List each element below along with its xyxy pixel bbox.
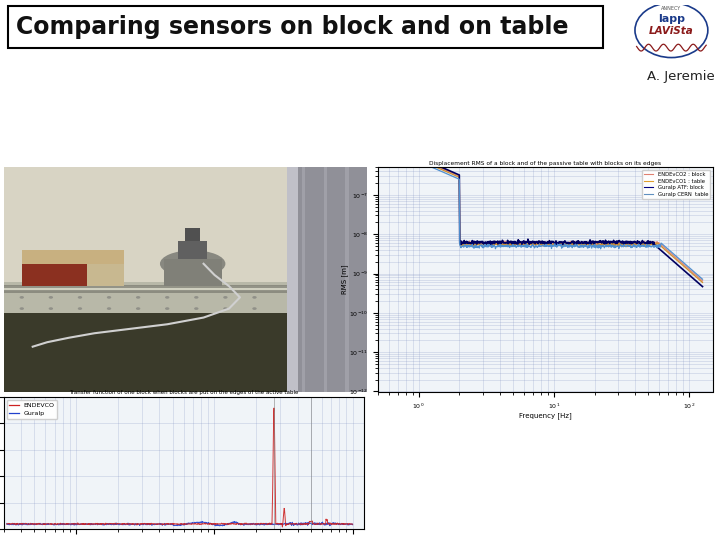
ENDEvCO2 : block: (33.1, 6.11e-09): block: (33.1, 6.11e-09) — [620, 239, 629, 246]
Circle shape — [136, 307, 140, 310]
Ellipse shape — [160, 251, 225, 277]
Y-axis label: RMS [m]: RMS [m] — [341, 265, 348, 294]
ENDEvCO1 : table: (0.501, 2.23e-06): table: (0.501, 2.23e-06) — [374, 139, 382, 145]
Bar — [22, 251, 124, 286]
Circle shape — [49, 296, 53, 299]
Guralp CERN  table — [620, 242, 629, 248]
Legend: ENDEVCO, Guralp: ENDEVCO, Guralp — [6, 400, 57, 419]
ENDEvCO1 : table: (126, 5.92e-10): table: (126, 5.92e-10) — [698, 279, 707, 286]
Guralp CERN  table — [580, 244, 589, 250]
Bar — [4, 167, 287, 291]
ENDEvCO2 : block: (16.9, 6.21e-09): block: (16.9, 6.21e-09) — [580, 239, 589, 246]
ENDEvCO1 : table: (0.703, 1.34e-06): table: (0.703, 1.34e-06) — [394, 147, 402, 154]
ENDEvCO1 : table: (12.4, 5.4e-09): table: (12.4, 5.4e-09) — [562, 241, 571, 248]
Circle shape — [194, 296, 199, 299]
Bar — [4, 285, 287, 288]
Line: ENDEvCO1 : table: ENDEvCO1 : table — [378, 142, 703, 282]
Line: Guralp CERN  table: Guralp CERN table — [378, 144, 703, 279]
Guralp ATF: block: (12.4, 5.94e-09): block: (12.4, 5.94e-09) — [562, 240, 571, 246]
Text: •When table « passive », no difference
if sensor on block or on table
•Not quite: •When table « passive », no difference i… — [390, 290, 703, 394]
Circle shape — [49, 307, 53, 310]
Circle shape — [252, 307, 256, 310]
Text: A. Jeremie: A. Jeremie — [647, 70, 715, 83]
ENDEvCO2 : block: (14.3, 6.09e-09): block: (14.3, 6.09e-09) — [571, 239, 580, 246]
ENDEvCO1 : table: (14.3, 5.52e-09): table: (14.3, 5.52e-09) — [571, 241, 580, 248]
Guralp CERN  table — [698, 276, 707, 282]
Text: Comparing sensors on block and on table: Comparing sensors on block and on table — [16, 15, 569, 39]
Guralp CERN  table — [562, 242, 571, 248]
Guralp ATF: block: (14.3, 6.2e-09): block: (14.3, 6.2e-09) — [571, 239, 580, 246]
Circle shape — [165, 307, 169, 310]
Bar — [323, 167, 327, 392]
Circle shape — [107, 296, 111, 299]
Legend: ENDEvCO2 : block, ENDEvCO1 : table, Guralp ATF: block, Guralp CERN  table: ENDEvCO2 : block, ENDEvCO1 : table, Gura… — [642, 170, 710, 199]
ENDEvCO2 : block: (126, 6.5e-10): block: (126, 6.5e-10) — [698, 278, 707, 284]
Circle shape — [19, 296, 24, 299]
ENDEvCO2 : block: (0.501, 2.39e-06): block: (0.501, 2.39e-06) — [374, 138, 382, 144]
Bar — [4, 286, 287, 291]
Guralp ATF: block: (58.4, 4.66e-09): block: (58.4, 4.66e-09) — [653, 244, 662, 251]
Text: ANNECY: ANNECY — [661, 6, 682, 11]
Bar — [178, 241, 207, 259]
Bar — [185, 228, 200, 241]
Text: lapp: lapp — [658, 14, 685, 24]
ENDEvCO1 : table: (33.1, 5.52e-09): table: (33.1, 5.52e-09) — [620, 241, 629, 247]
Bar — [8, 6, 603, 48]
Bar — [4, 282, 287, 313]
Guralp ATF: block: (0.501, 2.55e-06): block: (0.501, 2.55e-06) — [374, 136, 382, 143]
Circle shape — [194, 307, 199, 310]
Circle shape — [136, 296, 140, 299]
Guralp ATF: block: (126, 4.65e-10): block: (126, 4.65e-10) — [698, 284, 707, 290]
Text: passive table: passive table — [441, 208, 618, 232]
Bar — [163, 259, 222, 286]
Text: LAViSta: LAViSta — [649, 26, 694, 37]
Guralp CERN  table — [653, 242, 662, 248]
ENDEvCO2 : block: (0.703, 1.44e-06): block: (0.703, 1.44e-06) — [394, 146, 402, 153]
Circle shape — [223, 307, 228, 310]
Guralp ATF: block: (16.9, 6.45e-09): block: (16.9, 6.45e-09) — [580, 239, 589, 245]
Line: Guralp ATF: block: Guralp ATF: block — [378, 139, 703, 287]
Guralp CERN  table — [571, 241, 580, 248]
Guralp CERN  table — [394, 149, 402, 156]
Circle shape — [223, 296, 228, 299]
Circle shape — [165, 296, 169, 299]
Line: ENDEvCO2 : block: ENDEvCO2 : block — [378, 141, 703, 281]
Guralp ATF: block: (0.703, 1.53e-06): block: (0.703, 1.53e-06) — [394, 145, 402, 152]
Guralp CERN  table — [374, 140, 382, 147]
X-axis label: Frequency [Hz]: Frequency [Hz] — [519, 412, 572, 418]
Title: Displacement RMS of a block and of the passive table with blocks on its edges: Displacement RMS of a block and of the p… — [429, 160, 662, 166]
Circle shape — [19, 307, 24, 310]
Guralp ATF: block: (33.1, 5.56e-09): block: (33.1, 5.56e-09) — [620, 241, 629, 247]
Bar — [346, 167, 349, 392]
Bar — [22, 264, 87, 286]
Title: Transfer function of one block when blocks are put on the edges of the active ta: Transfer function of one block when bloc… — [69, 390, 298, 395]
Bar — [287, 167, 298, 392]
ENDEvCO1 : table: (58.4, 5.92e-09): table: (58.4, 5.92e-09) — [653, 240, 662, 246]
Circle shape — [78, 307, 82, 310]
Circle shape — [107, 307, 111, 310]
Bar — [302, 167, 305, 392]
Bar — [287, 167, 367, 392]
Circle shape — [252, 296, 256, 299]
ENDEvCO2 : block: (58.4, 6.17e-09): block: (58.4, 6.17e-09) — [653, 239, 662, 246]
Bar — [4, 313, 287, 392]
Bar — [4, 289, 287, 293]
ENDEvCO2 : block: (12.4, 5.98e-09): block: (12.4, 5.98e-09) — [562, 240, 571, 246]
Circle shape — [78, 296, 82, 299]
ENDEvCO1 : table: (16.9, 5.67e-09): table: (16.9, 5.67e-09) — [580, 241, 589, 247]
Bar — [22, 251, 124, 264]
Text: active table: active table — [76, 375, 215, 395]
